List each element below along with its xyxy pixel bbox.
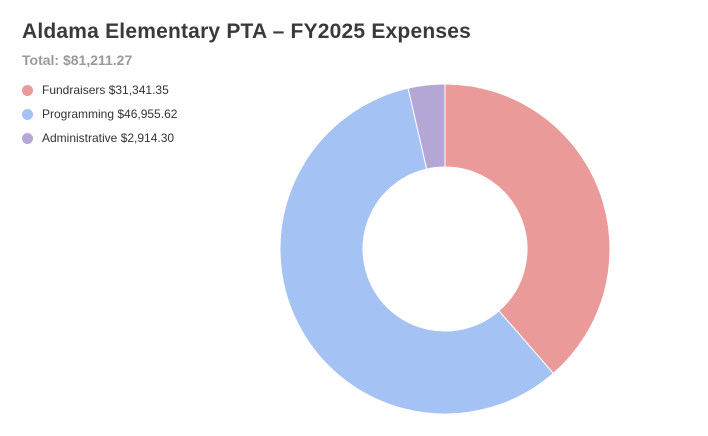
donut-slice-administrative[interactable] (407, 83, 446, 170)
chart-title: Aldama Elementary PTA – FY2025 Expenses (22, 20, 472, 43)
legend-label-programming: Programming $46,955.62 (42, 107, 178, 121)
legend-swatch-administrative (22, 132, 33, 144)
legend: Fundraisers $31,341.35 Programming $46,9… (22, 82, 177, 146)
legend-item-administrative[interactable]: Administrative $2,914.30 (22, 130, 177, 146)
legend-item-programming[interactable]: Programming $46,955.62 (22, 106, 177, 122)
donut-slice-programming[interactable] (279, 87, 555, 415)
legend-label-fundraisers: Fundraisers $31,341.35 (42, 83, 169, 97)
legend-swatch-fundraisers (22, 84, 33, 96)
legend-swatch-programming (22, 108, 33, 120)
chart-subtitle: Total: $81,211.27 (22, 52, 133, 68)
legend-item-fundraisers[interactable]: Fundraisers $31,341.35 (22, 82, 177, 98)
legend-label-administrative: Administrative $2,914.30 (42, 131, 175, 145)
donut-slice-fundraisers[interactable] (444, 83, 611, 375)
